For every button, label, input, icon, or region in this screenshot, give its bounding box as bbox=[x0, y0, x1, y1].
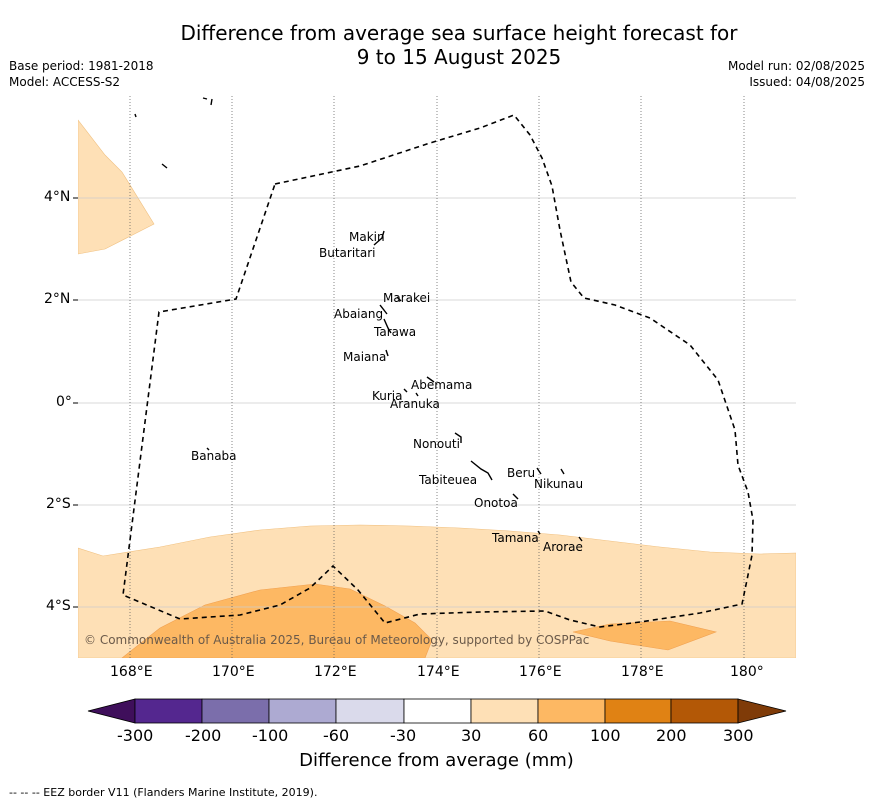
map-area bbox=[78, 96, 796, 658]
colorbar-extend-high bbox=[737, 698, 787, 724]
colorbar-bin-3 bbox=[268, 698, 337, 724]
place-beru: Beru bbox=[507, 466, 536, 480]
place-tarawa: Tarawa bbox=[374, 325, 417, 339]
place-arorae: Arorae bbox=[543, 540, 583, 554]
colorbar-bin-1 bbox=[134, 698, 203, 724]
colorbar-bin-6 bbox=[470, 698, 539, 724]
lon-label-178e: 178°E bbox=[621, 664, 664, 680]
colorbar-bin-4 bbox=[335, 698, 405, 724]
anomaly-zone-south-core bbox=[121, 583, 433, 658]
colorbar bbox=[87, 698, 787, 724]
meta-right: Model run: 02/08/2025 Issued: 04/08/2025 bbox=[728, 58, 865, 90]
lat-label-4n: 4°N bbox=[44, 189, 71, 205]
place-tabiteuea: Tabiteuea bbox=[419, 473, 478, 487]
colorbar-title: Difference from average (mm) bbox=[299, 750, 574, 771]
cbar-tick-2: -200 bbox=[185, 726, 222, 745]
model-run: Model run: 02/08/2025 bbox=[727, 59, 865, 73]
issued-date: Issued: 04/08/2025 bbox=[749, 75, 865, 89]
title-line-2: 9 to 15 August 2025 bbox=[356, 45, 562, 69]
place-banaba: Banaba bbox=[191, 449, 237, 463]
colorbar-bin-9 bbox=[670, 698, 739, 724]
islands bbox=[134, 97, 583, 542]
base-period: Base period: 1981-2018 bbox=[9, 59, 154, 73]
place-abaiang: Abaiang bbox=[334, 307, 384, 321]
map-title: Difference from average sea surface heig… bbox=[0, 21, 873, 69]
lon-label-170e: 170°E bbox=[212, 664, 255, 680]
colorbar-bin-2 bbox=[201, 698, 270, 724]
anomaly-zone-nw bbox=[78, 119, 155, 255]
cbar-tick-4: -60 bbox=[323, 726, 350, 745]
lat-label-2n: 2°N bbox=[44, 291, 71, 307]
place-nonouti: Nonouti bbox=[413, 437, 460, 451]
place-kuria: Kuria bbox=[372, 389, 403, 403]
place-abemama: Abemama bbox=[411, 378, 473, 392]
meta-left: Base period: 1981-2018 Model: ACCESS-S2 bbox=[9, 58, 154, 90]
cbar-tick-7: 60 bbox=[528, 726, 549, 745]
place-nikunau: Nikunau bbox=[534, 477, 584, 491]
title-line-1: Difference from average sea surface heig… bbox=[180, 21, 738, 45]
cbar-tick-8: 100 bbox=[590, 726, 621, 745]
colorbar-bin-7 bbox=[537, 698, 606, 724]
place-tamana: Tamana bbox=[492, 531, 539, 545]
colorbar-extend-low bbox=[87, 698, 136, 724]
footnote: -- -- -- EEZ border V11 (Flanders Marine… bbox=[9, 786, 318, 799]
model-name: Model: ACCESS-S2 bbox=[9, 75, 121, 89]
lon-label-168e: 168°E bbox=[110, 664, 153, 680]
lon-label-174e: 174°E bbox=[417, 664, 460, 680]
credit-text: © Commonwealth of Australia 2025, Bureau… bbox=[84, 633, 590, 647]
place-maiana: Maiana bbox=[343, 350, 387, 364]
place-butaritari: Butaritari bbox=[319, 246, 376, 260]
lon-label-180: 180° bbox=[730, 664, 764, 680]
anomaly-zone-southeast bbox=[572, 620, 718, 651]
cbar-tick-9: 200 bbox=[656, 726, 687, 745]
colorbar-bin-5 bbox=[403, 698, 472, 724]
place-makin: Makin bbox=[349, 230, 385, 244]
lat-label-2s: 2°S bbox=[46, 496, 71, 512]
cbar-tick-6: 30 bbox=[461, 726, 482, 745]
lat-label-0: 0° bbox=[56, 394, 72, 410]
cbar-tick-5: -30 bbox=[390, 726, 417, 745]
cbar-tick-10: 300 bbox=[723, 726, 754, 745]
eez-border bbox=[122, 114, 754, 628]
place-onotoa: Onotoa bbox=[474, 496, 518, 510]
colorbar-bin-8 bbox=[604, 698, 672, 724]
lon-label-176e: 176°E bbox=[519, 664, 562, 680]
graticule bbox=[78, 96, 796, 658]
cbar-tick-3: -100 bbox=[252, 726, 289, 745]
cbar-tick-1: -300 bbox=[117, 726, 154, 745]
axis-ticks bbox=[73, 197, 78, 608]
place-aranuka: Aranuka bbox=[390, 397, 440, 411]
place-marakei: Marakei bbox=[383, 291, 431, 305]
lat-label-4s: 4°S bbox=[46, 598, 71, 614]
lon-label-172e: 172°E bbox=[314, 664, 357, 680]
